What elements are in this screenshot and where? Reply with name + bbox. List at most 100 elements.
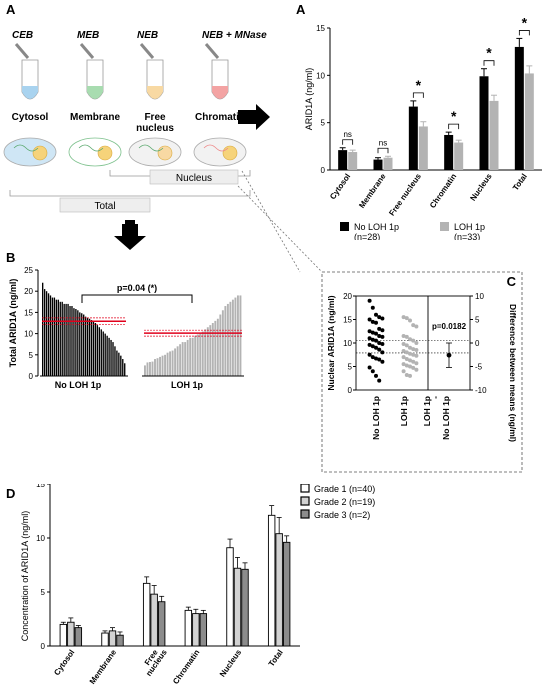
data-point [370, 330, 375, 335]
sample-bar [186, 339, 189, 376]
y-tick-label: 5 [29, 351, 34, 360]
data-point [374, 320, 378, 325]
sample-bar [63, 303, 65, 376]
down-arrow-icon [114, 224, 146, 250]
data-point [367, 352, 372, 357]
sample-bar [231, 299, 234, 376]
sample-bar [122, 359, 124, 376]
data-point [411, 352, 416, 357]
significance-bracket [518, 30, 530, 36]
sample-bar [81, 313, 83, 376]
nucleus-icon [32, 145, 48, 161]
sample-bar [164, 354, 167, 376]
y-tick-label: 0 [41, 642, 46, 651]
data-point [377, 315, 382, 320]
sample-bar [184, 342, 187, 376]
data-point [408, 318, 412, 323]
organelle-icon [13, 144, 39, 152]
pipette-icon [204, 43, 220, 59]
x-tick-label: Cytosol [52, 648, 76, 677]
significance-bracket [412, 92, 424, 98]
sample-bar [47, 293, 50, 376]
sample-bar [86, 317, 89, 376]
bar [116, 634, 124, 647]
bar [444, 134, 454, 170]
panel-b-chart: B 0 5 10 15 20 25 Total ARID1A (ng/ml) No LOH 1p… [6, 250, 244, 390]
sample-bar [236, 295, 239, 376]
data-point [367, 329, 372, 334]
sample-bar [206, 327, 209, 376]
x-tick-label: Total [267, 648, 285, 668]
sample-bar [239, 295, 242, 376]
sample-bar [67, 303, 69, 376]
data-point [380, 359, 385, 364]
fraction-label: Chromatin [195, 112, 245, 123]
bar [108, 630, 117, 647]
difference-label: No LOH 1p [441, 396, 451, 440]
bar [338, 150, 348, 170]
y-tick-label: 15 [24, 308, 33, 317]
data-point [377, 341, 382, 345]
data-point [401, 362, 406, 367]
bar [282, 541, 291, 647]
sample-bar [219, 314, 222, 376]
legend-label: Grade 3 (n=2) [314, 510, 370, 520]
sample-bar [226, 303, 229, 376]
sample-bar [174, 348, 177, 376]
data-point [401, 355, 406, 360]
x-tick-label: Chromatin [428, 172, 458, 210]
sample-bar [211, 323, 214, 376]
fraction-label: Cytosol [12, 112, 49, 123]
plot-frame [355, 295, 471, 391]
sample-bar [71, 306, 73, 376]
sample-bar [49, 295, 52, 376]
data-point [370, 355, 375, 360]
data-point [404, 316, 409, 321]
data-point [411, 359, 416, 364]
bar [226, 547, 234, 647]
data-point [401, 348, 406, 353]
tube-liquid [212, 86, 228, 99]
x-tick-label: Membrane [357, 172, 388, 210]
tube-liquid [87, 86, 103, 99]
bar [275, 533, 283, 647]
bar [418, 126, 428, 170]
data-point [370, 305, 375, 310]
data-point [367, 298, 372, 303]
legend-swatch [300, 496, 310, 506]
legend-swatch [300, 509, 310, 519]
significance-label: * [486, 45, 492, 61]
y-tick-label: 20 [24, 287, 33, 296]
data-point [411, 338, 416, 343]
sample-bar [191, 337, 194, 376]
data-point [414, 348, 419, 353]
sample-bar [96, 325, 99, 376]
bar [267, 514, 276, 647]
sample-bar [42, 282, 44, 376]
sample-bar [108, 337, 110, 376]
data-point [404, 363, 409, 368]
y2-axis-label: Difference between means (ng/ml) [508, 304, 518, 442]
data-point [370, 369, 375, 374]
data-point [377, 357, 382, 362]
data-point [374, 345, 378, 350]
x-tick-label: Chromatin [171, 648, 201, 686]
sample-bar [83, 314, 85, 376]
difference-label: LOH 1p [422, 396, 432, 426]
sample-bar [112, 342, 114, 376]
total-box [59, 197, 151, 213]
sample-bar [53, 297, 56, 376]
x-tick-label: Cytosol [328, 172, 352, 201]
cell-icon [3, 137, 57, 167]
data-point [404, 350, 409, 355]
x-tick-label: Nucleus [218, 648, 244, 679]
bar [150, 593, 158, 647]
y-tick-label: 10 [343, 339, 352, 348]
legend-label: Grade 2 (n=19) [314, 497, 375, 507]
sample-bar [57, 299, 59, 376]
data-point [414, 367, 419, 372]
data-point [408, 373, 412, 378]
sample-bar [181, 342, 184, 376]
x-tick-label: No LOH 1p [371, 396, 381, 440]
data-point [380, 334, 385, 339]
